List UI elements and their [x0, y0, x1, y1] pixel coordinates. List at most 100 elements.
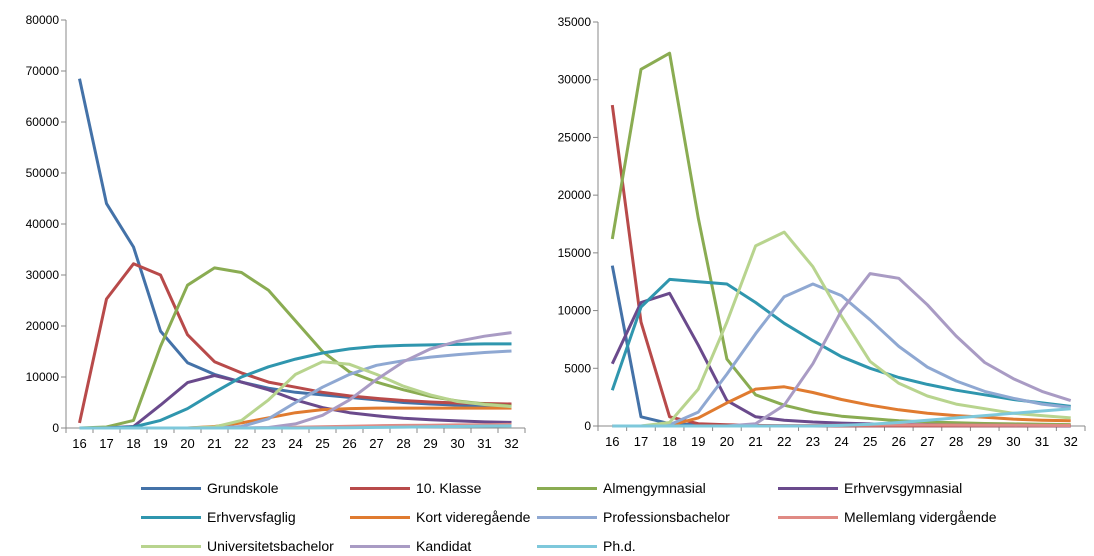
y-tick-label: 5000	[564, 361, 591, 375]
x-tick-label: 27	[920, 434, 934, 449]
legend-swatch	[537, 486, 597, 490]
legend-swatch	[141, 486, 201, 490]
x-tick-label: 24	[834, 434, 848, 449]
x-tick-label: 29	[423, 436, 437, 451]
legend-label: Grundskole	[207, 480, 279, 496]
x-tick-label: 26	[342, 436, 356, 451]
y-tick-label: 20000	[558, 188, 592, 202]
x-tick-label: 22	[777, 434, 791, 449]
y-tick-label: 0	[584, 419, 591, 433]
y-tick-label: 60000	[26, 115, 60, 129]
legend-label: Ph.d.	[603, 538, 636, 554]
legend-swatch	[778, 515, 838, 519]
legend-swatch	[350, 544, 410, 548]
y-tick-label: 10000	[558, 304, 592, 318]
legend-label: Erhvervsfaglig	[207, 509, 296, 525]
legend-swatch	[350, 515, 410, 519]
legend-label: Professionsbachelor	[603, 509, 730, 525]
series-line-ph-d-	[79, 424, 512, 430]
legend-label: 10. Klasse	[416, 480, 482, 496]
legend-item-universitetsbachelor: Universitetsbachelor	[141, 536, 334, 556]
x-tick-label: 25	[315, 436, 329, 451]
legend-item-erhvervsgymnasial: Erhvervsgymnasial	[778, 478, 962, 498]
legend-swatch	[350, 486, 410, 490]
x-tick-label: 20	[720, 434, 734, 449]
series-line-10-klasse	[78, 262, 512, 424]
y-tick-label: 0	[52, 421, 59, 435]
legend-item-mellemlang-vidergaende: Mellemlang vidergående	[778, 507, 997, 527]
x-tick-label: 25	[863, 434, 877, 449]
legend-swatch	[141, 515, 201, 519]
legend-item-professionsbachelor: Professionsbachelor	[537, 507, 730, 527]
x-tick-label: 18	[126, 436, 140, 451]
legend-swatch	[141, 544, 201, 548]
series-line-kort-videreg-ende	[612, 385, 1071, 428]
legend-swatch	[537, 544, 597, 548]
charts-canvas: 0100002000030000400005000060000700008000…	[26, 13, 1086, 451]
chart-panel-1: 0 10000 20000 30000 40000 50000 60000 70000 8000…	[26, 13, 526, 451]
x-tick-label: 28	[396, 436, 410, 451]
x-tick-label: 29	[978, 434, 992, 449]
series-line-erhvervsfaglig	[79, 342, 512, 430]
series-line-professionsbachelor	[612, 282, 1071, 428]
legend-item-almengymnasial: Almengymnasial	[537, 478, 706, 498]
legend-label: Mellemlang vidergående	[844, 509, 997, 525]
series-line-erhvervsfaglig	[610, 277, 1071, 408]
x-tick-label: 16	[72, 436, 86, 451]
x-tick-label: 24	[288, 436, 302, 451]
x-tick-label: 21	[207, 436, 221, 451]
x-tick-label: 30	[450, 436, 464, 451]
legend-label: Almengymnasial	[603, 480, 706, 496]
legend-item-grundskole: Grundskole	[141, 478, 279, 498]
y-tick-label: 20000	[26, 319, 60, 333]
series-line-ph-d-	[612, 407, 1071, 428]
x-tick-label: 20	[180, 436, 194, 451]
series-line-grundskole	[78, 78, 512, 410]
legend-swatch	[537, 515, 597, 519]
chart-legend: Grundskole 10. Klasse Almengymnasial Erh…	[0, 472, 1094, 556]
y-tick-label: 50000	[26, 166, 60, 180]
y-tick-label: 10000	[26, 370, 60, 384]
series-line-10-klasse	[610, 104, 1071, 428]
legend-label: Kort videregående	[416, 509, 531, 525]
x-tick-label: 23	[806, 434, 820, 449]
x-tick-label: 32	[1063, 434, 1077, 449]
series-line-erhvervsgymnasial	[79, 374, 512, 430]
x-tick-label: 19	[153, 436, 167, 451]
legend-item-10-klasse: 10. Klasse	[350, 478, 481, 498]
y-tick-label: 25000	[558, 130, 592, 144]
x-tick-label: 27	[369, 436, 383, 451]
legend-label: Universitetsbachelor	[207, 538, 334, 554]
y-tick-label: 35000	[558, 15, 592, 29]
legend-label: Kandidat	[416, 538, 472, 554]
series-line-almengymnasial	[610, 51, 1071, 427]
legend-item-kandidat: Kandidat	[350, 536, 471, 556]
x-tick-label: 19	[691, 434, 705, 449]
x-tick-label: 17	[634, 434, 648, 449]
x-tick-label: 22	[234, 436, 248, 451]
x-tick-label: 32	[504, 436, 518, 451]
legend-item-kort-videregaende: Kort videregående	[350, 507, 530, 527]
y-tick-label: 80000	[26, 13, 60, 27]
x-tick-label: 31	[477, 436, 491, 451]
y-tick-label: 30000	[558, 73, 592, 87]
legend-swatch	[778, 486, 838, 490]
x-tick-label: 30	[1006, 434, 1020, 449]
x-tick-label: 28	[949, 434, 963, 449]
x-tick-label: 18	[662, 434, 676, 449]
legend-item-phd: Ph.d.	[537, 536, 636, 556]
x-tick-label: 16	[605, 434, 619, 449]
series-line-grundskole	[610, 265, 1071, 428]
x-tick-label: 21	[748, 434, 762, 449]
y-tick-label: 70000	[26, 64, 60, 78]
y-tick-label: 30000	[26, 268, 60, 282]
chart-panel-2: 0 5000 10000 15000 20000 25000 30000 35000 16 17 1…	[558, 15, 1086, 449]
y-tick-label: 15000	[558, 246, 592, 260]
legend-label: Erhvervsgymnasial	[844, 480, 963, 496]
series-line-universitetsbachelor	[612, 230, 1071, 428]
x-tick-label: 17	[99, 436, 113, 451]
y-tick-label: 40000	[26, 217, 60, 231]
x-tick-label: 31	[1035, 434, 1049, 449]
x-tick-label: 23	[261, 436, 275, 451]
x-tick-label: 26	[892, 434, 906, 449]
